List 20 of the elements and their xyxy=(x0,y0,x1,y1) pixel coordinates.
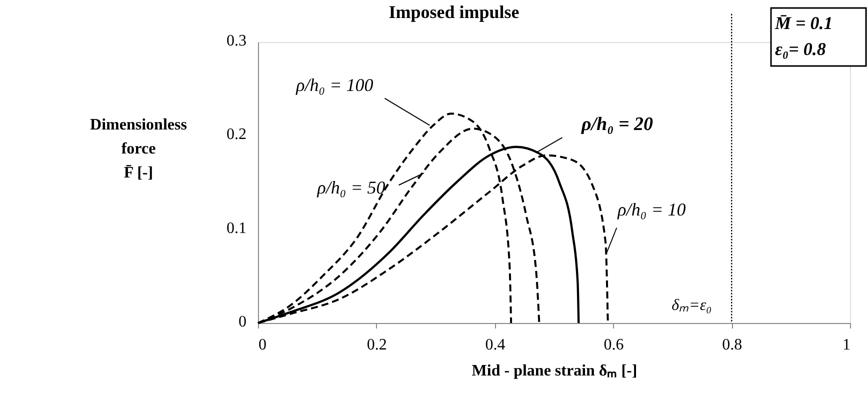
x-tick-label: 0.2 xyxy=(366,336,387,354)
text: M̄ = 0.1 xyxy=(774,13,833,33)
annotation: ε₀= 0.8 xyxy=(775,39,826,59)
x-tick-label: 0.4 xyxy=(485,336,506,354)
annotation: ρ/h₀ = 10 xyxy=(616,199,686,220)
ref-line-label: δₘ=ε₀ xyxy=(672,297,712,314)
y-axis-title: Dimensionless force F̄ [-] xyxy=(90,116,187,182)
y-tick-label: 0.2 xyxy=(226,126,246,144)
x-tick-label: 0.8 xyxy=(722,336,742,354)
x-tick-label: 0 xyxy=(258,336,266,354)
annotation: ρ/h₀ = 50 xyxy=(316,178,386,198)
annotation: ρ/h₀ = 100 xyxy=(295,74,374,95)
chart-title: Imposed impulse xyxy=(388,2,520,22)
x-tick-label: 1 xyxy=(842,336,850,354)
x-tick-label: 0.6 xyxy=(604,336,624,354)
annotation: ρ/h₀ = 20 xyxy=(580,114,654,136)
y-tick-label: 0.1 xyxy=(226,220,246,237)
y-tick-label: 0 xyxy=(238,314,246,330)
y-tick-label: 0.3 xyxy=(226,32,246,50)
x-axis-title: Mid - plane strain δₘ [-] xyxy=(472,362,638,380)
